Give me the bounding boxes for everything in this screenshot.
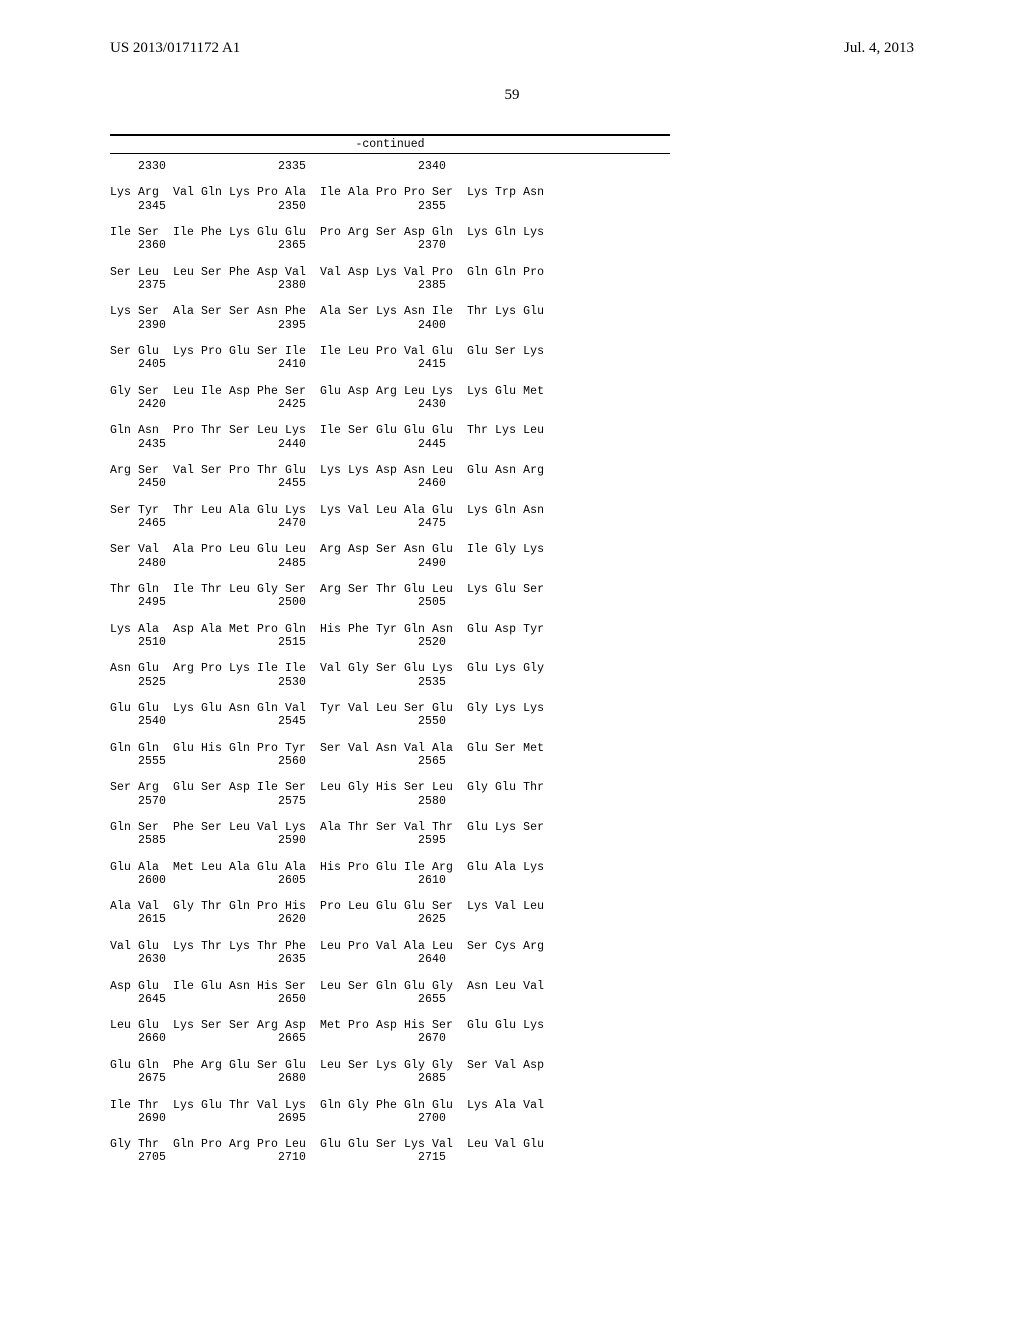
page: US 2013/0171172 A1 Jul. 4, 2013 59 -cont… [0,0,1024,1320]
page-number: 59 [110,87,914,104]
sequence-text: 2330 2335 2340 Lys Arg Val Gln Lys Pro A… [110,160,670,1165]
sequence-listing: -continued 2330 2335 2340 Lys Arg Val Gl… [110,134,670,1165]
page-header: US 2013/0171172 A1 Jul. 4, 2013 [110,40,914,57]
publication-date: Jul. 4, 2013 [844,40,914,57]
publication-number: US 2013/0171172 A1 [110,40,240,57]
continued-label: -continued [110,134,670,154]
